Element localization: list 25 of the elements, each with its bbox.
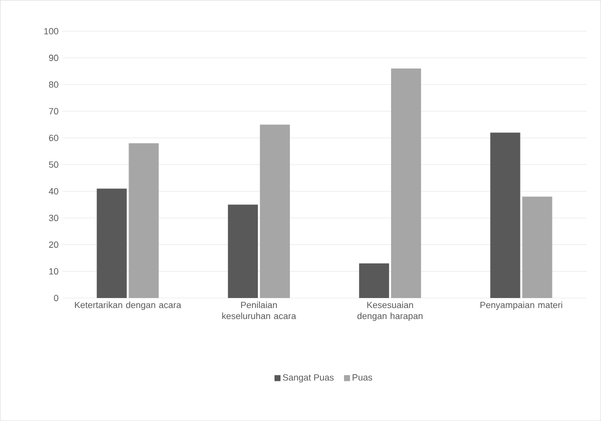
x-tick-label: Kesesuaian dengan harapan	[357, 301, 422, 321]
bar	[490, 132, 520, 298]
x-tick-label: Penilaian keseluruhan acara	[222, 301, 296, 320]
bar	[391, 68, 422, 298]
y-tick-label: 80	[49, 81, 58, 88]
bar	[359, 263, 390, 298]
y-tick-label: 100	[44, 28, 58, 34]
y-tick-label: 70	[49, 108, 58, 114]
bar	[228, 204, 258, 298]
y-tick-label: 50	[48, 161, 58, 168]
y-tick-label: 0	[54, 294, 58, 302]
bar	[96, 188, 127, 298]
x-tick-label: Penyampaian materi	[480, 301, 562, 310]
y-tick-label: 30	[48, 214, 58, 222]
bar	[128, 143, 159, 298]
bar	[260, 124, 290, 298]
y-tick-label: 20	[49, 241, 58, 248]
x-tick-label: Ketertarikan dengan acara	[74, 301, 182, 310]
y-tick-label: 10	[49, 268, 58, 274]
legend-label: Puas	[352, 374, 372, 381]
bar	[522, 196, 552, 298]
y-tick-label: 90	[49, 54, 58, 61]
y-tick-label: 40	[48, 188, 58, 194]
y-tick-label: 60	[49, 134, 58, 142]
legend-label: Sangat Puas	[282, 374, 334, 382]
